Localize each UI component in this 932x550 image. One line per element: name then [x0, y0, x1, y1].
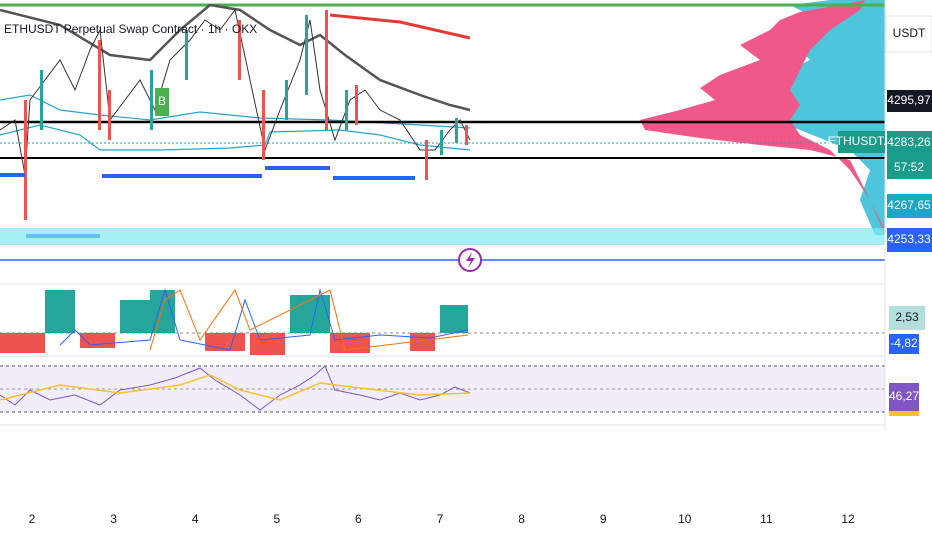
time-label: 5 — [273, 512, 280, 526]
candles-green — [40, 15, 458, 155]
time-label: 9 — [600, 512, 607, 526]
last-price: 4283,26 — [887, 135, 931, 149]
buy-marker — [155, 88, 169, 116]
time-label: 3 — [110, 512, 117, 526]
time-label: 10 — [678, 512, 692, 526]
last-price-box — [887, 131, 932, 179]
rsi-ma-box — [889, 411, 919, 416]
symbol-tag: ETHUSDT.P — [828, 134, 895, 148]
moving-average-gray — [0, 3, 471, 112]
rsi-label: 46,27 — [889, 389, 919, 403]
price-label: 4295,97 — [887, 93, 931, 107]
moving-average-red — [329, 13, 471, 40]
macd-label: -4,82 — [890, 336, 918, 350]
time-label: 8 — [518, 512, 525, 526]
currency-button[interactable] — [885, 15, 932, 53]
cyan-band — [0, 228, 885, 245]
buy-marker-label: B — [158, 94, 166, 108]
channel-cyan — [0, 124, 471, 151]
price-label-box — [887, 194, 932, 218]
price-path — [0, 8, 471, 176]
rsi-ma — [0, 374, 471, 401]
currency-label: USDT — [893, 26, 926, 40]
macd-label: 2,53 — [895, 310, 919, 324]
signal-line — [149, 288, 469, 351]
time-label: 11 — [760, 512, 773, 526]
time-label: 4 — [192, 512, 199, 526]
time-axis: 2 3 4 5 6 7 8 9 10 11 12 — [29, 512, 855, 526]
time-label: 7 — [437, 512, 444, 526]
price-label: 4253,33 — [887, 232, 931, 246]
symbol-title: ETHUSDT Perpetual Swap Contract · 1h · O… — [4, 22, 257, 36]
volume-profile-pink — [640, 0, 885, 235]
macd-label-box — [889, 334, 919, 354]
countdown: 57:52 — [894, 160, 924, 174]
alert-bolt — [466, 252, 475, 268]
price-label-box — [887, 90, 932, 112]
price-label: 4267,65 — [887, 198, 931, 212]
symbol-tag-box — [838, 131, 885, 153]
macd-line — [59, 288, 469, 351]
macd-label-box — [889, 306, 925, 330]
time-label: 2 — [29, 512, 36, 526]
candles-red — [24, 10, 468, 220]
time-label: 12 — [841, 512, 855, 526]
time-label: 6 — [355, 512, 362, 526]
price-label-box — [887, 228, 932, 252]
rsi-label-box — [889, 383, 919, 411]
volume-profile-cyan — [760, 0, 885, 235]
